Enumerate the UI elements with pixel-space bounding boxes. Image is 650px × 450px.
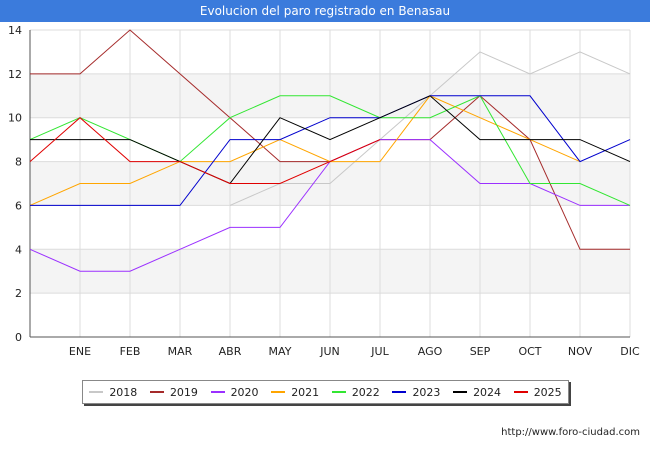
legend-label: 2020 xyxy=(230,385,259,399)
series-line-2025 xyxy=(29,117,381,184)
x-tick-label: AGO xyxy=(418,345,443,358)
legend-item-2020: 2020 xyxy=(210,385,259,399)
legend-item-2018: 2018 xyxy=(89,386,137,399)
legend-label: 2019 xyxy=(169,385,198,399)
legend-item-2023: 2023 xyxy=(392,386,440,399)
legend-swatch xyxy=(89,391,104,393)
x-tick-label: ABR xyxy=(219,345,242,358)
legend-swatch xyxy=(331,391,346,393)
y-tick-label: 8 xyxy=(15,156,22,169)
legend-label: 2022 xyxy=(351,385,380,399)
x-tick-label: MAY xyxy=(269,345,292,358)
legend-swatch xyxy=(513,391,528,393)
footer-url[interactable]: http://www.foro-ciudad.com xyxy=(501,427,640,438)
legend-swatch xyxy=(149,391,164,393)
legend-item-2025: 2025 xyxy=(513,385,562,399)
legend-label: 2018 xyxy=(109,385,138,399)
x-tick-label: NOV xyxy=(568,345,593,358)
series-line-2021 xyxy=(29,95,581,206)
y-tick-label: 2 xyxy=(15,287,22,300)
legend-label: 2024 xyxy=(473,385,502,399)
legend-swatch xyxy=(392,391,407,393)
y-tick-label: 14 xyxy=(8,24,22,37)
x-tick-label: MAR xyxy=(168,345,193,358)
series-line-2024 xyxy=(30,95,631,185)
legend-swatch xyxy=(271,391,286,393)
legend-label: 2021 xyxy=(291,385,320,399)
y-tick-label: 6 xyxy=(15,199,22,212)
legend-item-2021: 2021 xyxy=(271,386,319,399)
x-tick-label: DIC xyxy=(620,345,640,358)
series-line-2023 xyxy=(30,95,631,206)
legend-swatch xyxy=(210,391,225,393)
x-tick-label: OCT xyxy=(518,345,541,358)
y-tick-label: 4 xyxy=(15,243,22,256)
y-tick-label: 10 xyxy=(8,112,22,125)
legend-label: 2023 xyxy=(412,385,441,399)
chart-title: Evolucion del paro registrado en Benasau xyxy=(0,0,650,22)
legend-item-2019: 2019 xyxy=(149,385,198,399)
y-tick-label: 12 xyxy=(8,68,22,81)
x-tick-label: FEB xyxy=(120,345,141,358)
legend-swatch xyxy=(453,391,468,393)
x-tick-label: JUN xyxy=(319,345,340,358)
legend-label: 2025 xyxy=(533,385,562,399)
x-tick-label: JUL xyxy=(370,345,389,358)
legend-item-2022: 2022 xyxy=(331,385,380,399)
y-tick-label: 0 xyxy=(15,331,22,344)
legend-item-2024: 2024 xyxy=(453,386,501,399)
x-tick-label: SEP xyxy=(470,345,491,358)
x-tick-label: ENE xyxy=(69,345,91,358)
chart-legend: 2018 2019 2020 2021 2022 2023 2024 2025 xyxy=(82,380,569,404)
